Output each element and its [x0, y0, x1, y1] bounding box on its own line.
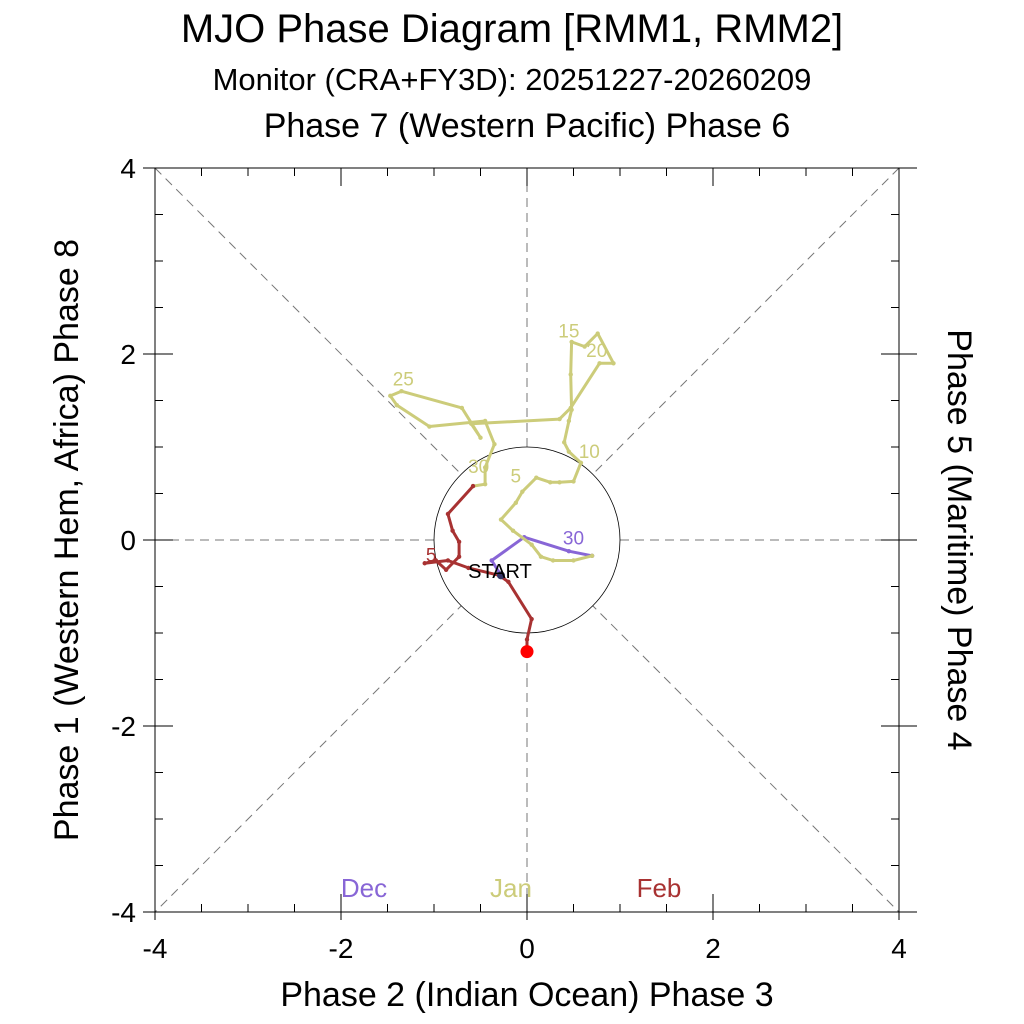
data-point-jan [566, 449, 572, 454]
data-point-feb [506, 579, 511, 585]
data-point-jan [557, 480, 562, 485]
x-tick-label: -4 [143, 933, 168, 964]
data-point-jan [548, 480, 553, 485]
y-tick-label: -2 [111, 711, 136, 742]
data-point-jan [469, 421, 474, 426]
data-point-jan [534, 475, 539, 480]
trajectory-layer: 30 5 10 15 20 25 30 5 [388, 321, 616, 659]
data-point-jan [513, 500, 519, 505]
data-point-jan [578, 460, 584, 466]
y-axis-label-right: Phase 5 (Maritime) Phase 4 [940, 329, 978, 750]
data-point-jan [498, 517, 504, 522]
legend-feb: Feb [637, 873, 682, 903]
data-point-jan [482, 482, 488, 487]
data-point-feb [445, 511, 451, 517]
data-point-jan [538, 554, 544, 559]
data-point-jan [520, 489, 525, 494]
day-label: 30 [563, 529, 584, 550]
end-marker [520, 645, 534, 659]
x-tick-label: 0 [519, 933, 535, 964]
data-point-feb [456, 539, 462, 545]
data-point-feb [470, 483, 476, 489]
axis-ticks [143, 167, 917, 920]
data-point-jan [569, 339, 574, 345]
y-axis-label-left: Phase 1 (Western Hem, Africa) Phase 8 [48, 239, 86, 841]
day-label: 15 [558, 321, 579, 342]
day-label: 5 [426, 545, 437, 566]
data-point-jan [399, 389, 404, 394]
data-point-jan [482, 418, 488, 424]
data-point-jan [510, 528, 516, 533]
x-tick-label: 2 [705, 933, 721, 964]
y-tick-label: 0 [120, 525, 136, 556]
day-label: 20 [586, 341, 607, 362]
data-point-jan [388, 393, 393, 399]
y-tick-labels: 4 2 0 -2 -4 [111, 153, 136, 928]
data-point-jan [571, 558, 576, 563]
data-point-jan [482, 465, 488, 470]
day-label: 25 [393, 370, 414, 391]
data-point-jan [595, 331, 600, 336]
data-point-feb [450, 528, 455, 533]
day-label: 5 [511, 466, 522, 487]
data-point-feb [433, 558, 439, 563]
x-tick-labels: -4 -2 0 2 4 [143, 933, 907, 964]
data-point-jan [529, 542, 534, 547]
data-point-feb [529, 616, 534, 622]
data-point-feb [456, 554, 462, 559]
data-point-jan [550, 558, 556, 563]
data-point-feb [443, 567, 449, 572]
top-phase-label: Phase 7 (Western Pacific) Phase 6 [264, 107, 791, 145]
data-point-feb [445, 558, 451, 563]
data-point-feb [466, 565, 471, 571]
y-tick-label: -4 [111, 897, 136, 928]
data-point-jan [394, 402, 399, 408]
start-label: START [468, 561, 532, 583]
data-point-jan [427, 424, 432, 429]
data-point-jan [568, 405, 573, 411]
data-point-jan [562, 440, 567, 445]
data-point-jan [568, 372, 573, 377]
y-tick-label: 2 [120, 339, 136, 370]
data-point-jan [589, 553, 595, 559]
y-tick-label: 4 [120, 153, 136, 184]
legend-dec: Dec [341, 873, 387, 903]
chart-title: MJO Phase Diagram [RMM1, RMM2] [181, 7, 843, 51]
data-point-jan [611, 361, 616, 366]
data-point-jan [478, 435, 483, 440]
start-marker [496, 571, 505, 580]
data-point-jan [557, 416, 562, 422]
x-tick-label: -2 [329, 933, 354, 964]
day-label: 10 [579, 442, 600, 463]
data-point-dec [489, 558, 494, 563]
x-tick-label: 4 [891, 933, 907, 964]
data-point-jan [459, 405, 465, 411]
data-point-jan [582, 344, 587, 349]
data-point-jan [571, 479, 576, 484]
chart-subtitle: Monitor (CRA+FY3D): 20251227-20260209 [213, 62, 812, 97]
x-axis-label: Phase 2 (Indian Ocean) Phase 3 [280, 976, 773, 1014]
data-point-feb [524, 637, 530, 642]
data-point-jan [492, 442, 497, 447]
data-point-jan [597, 361, 602, 366]
day-label: 30 [468, 457, 489, 478]
data-point-feb [422, 561, 427, 566]
data-point-dec [566, 548, 572, 554]
data-point-jan [566, 418, 572, 424]
legend-jan: Jan [490, 873, 532, 903]
